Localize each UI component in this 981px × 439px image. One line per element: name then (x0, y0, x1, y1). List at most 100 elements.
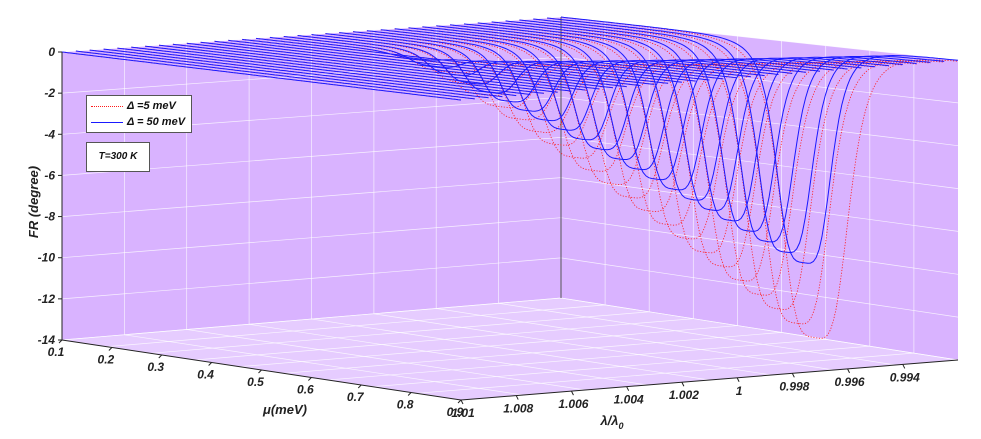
mu-tick-label: 0.9 (447, 405, 464, 419)
legend-label-delta-5: Δ =5 meV (127, 100, 176, 112)
mu-tick-label: 0.6 (297, 383, 314, 397)
lambda-tick (902, 364, 906, 369)
z-tick-label: -2 (44, 86, 55, 100)
delta-50-trace (560, 16, 959, 264)
delta-50-trace (353, 31, 751, 112)
z-tick-label: -8 (44, 210, 55, 224)
delta-50-trace (61, 51, 462, 101)
mu-tick-label: 0.7 (347, 390, 365, 404)
legend-entry-delta-50: Δ = 50 meV (91, 114, 185, 130)
lambda-label-sub: 0 (619, 421, 624, 431)
delta-50-trace (311, 34, 710, 85)
z-tick-label: 0 (48, 45, 55, 59)
lambda-gridline (283, 40, 782, 374)
mu-tick (208, 362, 212, 366)
delta-50-trace (463, 23, 862, 191)
lambda-tick (460, 399, 464, 405)
lambda-gridline (416, 55, 915, 394)
delta-50-trace (145, 45, 544, 94)
z-tick-label: -14 (38, 333, 56, 347)
lambda-tick-label: 0.996 (835, 375, 865, 389)
delta-50-trace (103, 48, 503, 98)
lambda-tick-label: 1.01 (451, 406, 475, 420)
mu-tick (108, 347, 113, 351)
delta-50-trace (214, 40, 613, 89)
lambda-gridline (194, 31, 694, 361)
lambda-tick (791, 373, 795, 378)
axis-labels: FR (degree) μ(meV) λ/λ0 (26, 166, 624, 431)
mu-tick-label: 0.4 (197, 368, 214, 382)
legend-label-delta-50: Δ = 50 meV (127, 116, 186, 128)
delta-50-trace (89, 49, 489, 99)
delta-50-trace (408, 27, 807, 151)
mu-tick-label: 0.5 (247, 375, 264, 389)
lambda-gridline (150, 26, 650, 354)
mu-tick (258, 369, 262, 374)
delta-50-trace (325, 33, 724, 94)
lambda-label-main: λ/λ (599, 413, 618, 428)
floor-panel (62, 298, 958, 400)
z-tick-label: -12 (38, 292, 56, 306)
z-tick-label: -6 (44, 168, 55, 182)
delta-50-trace (131, 46, 531, 95)
legend: Δ =5 meV Δ = 50 meV (86, 95, 192, 133)
mu-tick (308, 377, 312, 381)
surface-lines (61, 16, 959, 339)
delta-5-trace (408, 27, 807, 185)
lambda-tick-label: 1 (736, 384, 743, 398)
delta-50-trace (75, 50, 475, 100)
delta-50-trace (242, 38, 641, 87)
delta-50-trace (436, 25, 834, 171)
lambda-axis-line (460, 359, 959, 401)
lambda-tick (847, 368, 851, 374)
delta-50-trace (186, 42, 586, 91)
lambda-gridline (239, 36, 738, 368)
z-tick-label: -10 (38, 251, 56, 265)
lambda-gridline (106, 21, 606, 348)
legend-swatch-blue (91, 121, 123, 123)
lambda-gridline (327, 45, 827, 381)
delta-50-trace (491, 21, 890, 212)
delta-50-trace (117, 47, 517, 97)
z-axis-label: FR (degree) (26, 166, 41, 238)
delta-50-trace (450, 24, 848, 181)
delta-50-trace (477, 22, 876, 201)
axes: 0 -2 -4 -6 -8 -10 -12 -140.1 0.2 0.3 0.4 0.5 0.6 0.7 0… (38, 45, 959, 420)
delta-50-trace (172, 43, 572, 92)
delta-5-trace (353, 31, 751, 133)
mu-tick-label: 0.1 (48, 345, 65, 359)
lambda-gridline (372, 50, 871, 388)
mu-tick-label: 0.2 (98, 353, 115, 367)
lambda-tick-label: 1.002 (669, 388, 699, 402)
lambda-tick (681, 381, 685, 387)
lambda-tick (515, 395, 519, 400)
lambda-tick (736, 377, 740, 383)
lambda-axis-label: λ/λ0 (599, 413, 623, 431)
mu-tick (407, 392, 412, 396)
mu-tick (158, 354, 163, 359)
delta-50-trace (422, 26, 820, 160)
lambda-tick-label: 0.998 (779, 379, 809, 393)
z-tick-label: -4 (44, 127, 55, 141)
lambda-tick-label: 1.004 (614, 393, 644, 407)
delta-50-trace (394, 28, 793, 141)
delta-50-trace (283, 36, 682, 83)
delta-50-trace (297, 35, 696, 82)
lambda-tick-label: 0.994 (890, 370, 920, 384)
temperature-annotation: T=300 K (86, 142, 150, 172)
mu-tick (58, 339, 63, 344)
lambda-tick-label: 1.006 (558, 397, 588, 411)
lambda-tick (570, 390, 574, 396)
legend-swatch-red (91, 105, 123, 107)
delta-5-trace (450, 24, 848, 226)
mu-tick (357, 384, 362, 389)
delta-5-trace (560, 16, 959, 339)
plot-panels (62, 17, 958, 400)
delta-5-trace (491, 21, 890, 268)
lambda-tick (626, 386, 630, 391)
lambda-tick-label: 1.008 (503, 402, 533, 416)
delta-50-trace (366, 30, 765, 122)
mu-tick (457, 399, 462, 404)
mu-tick-label: 0.3 (147, 360, 164, 374)
